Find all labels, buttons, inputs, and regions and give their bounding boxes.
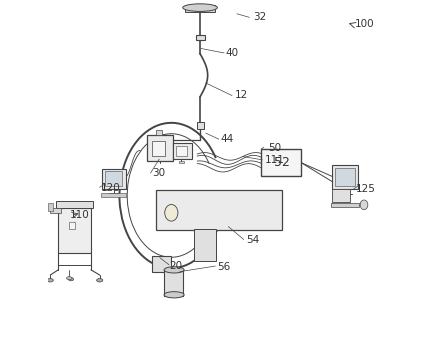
Bar — [332, 189, 350, 202]
Bar — [195, 35, 205, 40]
Bar — [69, 222, 75, 229]
Bar — [261, 149, 301, 176]
Ellipse shape — [66, 277, 72, 280]
Bar — [179, 161, 184, 163]
Bar — [197, 122, 203, 129]
Bar — [50, 208, 61, 213]
Text: 20: 20 — [170, 261, 183, 271]
Ellipse shape — [164, 292, 184, 298]
Bar — [152, 256, 171, 272]
Ellipse shape — [164, 267, 184, 273]
Bar — [164, 270, 183, 296]
Text: 125: 125 — [355, 184, 375, 194]
Bar — [102, 169, 126, 189]
Bar — [335, 168, 355, 186]
Bar — [147, 135, 173, 161]
Bar — [152, 141, 165, 156]
Text: 110: 110 — [70, 210, 89, 219]
Bar — [176, 146, 187, 156]
Bar — [105, 171, 122, 186]
Bar — [101, 193, 126, 197]
Ellipse shape — [183, 4, 218, 11]
Bar — [185, 5, 214, 12]
Ellipse shape — [47, 279, 53, 282]
Bar — [156, 130, 162, 135]
Bar — [56, 201, 93, 208]
Bar — [332, 165, 358, 189]
Text: 120: 120 — [101, 183, 121, 192]
Bar — [331, 203, 359, 207]
Ellipse shape — [68, 277, 74, 281]
Text: 32: 32 — [253, 12, 267, 22]
Bar — [173, 143, 192, 159]
Text: 50: 50 — [268, 143, 281, 153]
Bar — [194, 229, 216, 261]
Bar — [48, 203, 53, 211]
Text: 44: 44 — [221, 134, 234, 144]
Bar — [58, 208, 91, 253]
Text: 40: 40 — [225, 48, 239, 58]
Text: 111: 111 — [265, 155, 284, 165]
Ellipse shape — [165, 204, 178, 221]
Text: 100: 100 — [355, 19, 375, 29]
Ellipse shape — [97, 279, 103, 282]
Text: 30: 30 — [152, 168, 165, 178]
Ellipse shape — [360, 200, 368, 210]
Text: 56: 56 — [218, 262, 231, 272]
Bar — [156, 190, 282, 230]
Text: 52: 52 — [274, 156, 290, 169]
Text: 12: 12 — [235, 91, 248, 100]
Text: 54: 54 — [246, 236, 259, 245]
